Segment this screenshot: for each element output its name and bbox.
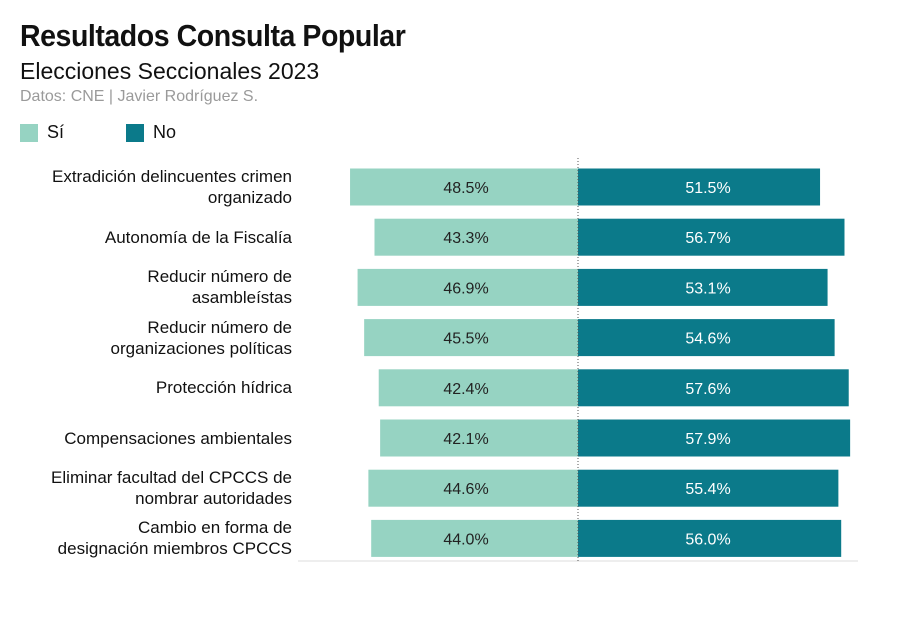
legend-item-no: No <box>126 122 176 143</box>
data-label-si: 42.4% <box>443 381 488 398</box>
data-label-si: 44.6% <box>443 481 488 498</box>
category-label: Reducir número de asambleístas <box>147 267 292 308</box>
data-label-si: 43.3% <box>443 230 488 247</box>
chart-source: Datos: CNE | Javier Rodríguez S. <box>20 88 259 105</box>
bar-si <box>378 369 578 407</box>
category-label: Protección hídrica <box>155 378 292 398</box>
legend-label-si: Sí <box>47 122 65 142</box>
bar-no <box>578 319 835 357</box>
bar-no <box>578 168 821 206</box>
data-label-si: 42.1% <box>443 431 488 448</box>
bar-no <box>578 218 845 256</box>
bar-no <box>578 419 851 457</box>
data-label-no: 57.9% <box>685 431 730 448</box>
bar-si <box>380 419 578 457</box>
data-label-no: 56.0% <box>685 531 730 548</box>
bar-si <box>368 469 578 507</box>
chart-title: Resultados Consulta Popular <box>20 18 406 53</box>
bar-si <box>357 268 578 306</box>
legend: Sí No <box>20 122 238 143</box>
chart-subtitle: Elecciones Seccionales 2023 <box>20 58 320 84</box>
bar-no <box>578 469 839 507</box>
bar-si <box>371 519 578 557</box>
bar-no <box>578 519 842 557</box>
legend-label-no: No <box>153 122 177 142</box>
data-label-no: 55.4% <box>685 481 730 498</box>
data-label-si: 46.9% <box>443 280 488 297</box>
data-label-si: 45.5% <box>443 331 488 348</box>
data-label-si: 48.5% <box>443 180 488 197</box>
bar-si <box>364 319 578 357</box>
data-label-no: 57.6% <box>685 381 730 398</box>
legend-swatch-no <box>126 123 145 142</box>
category-label: Cambio en forma de designación miembros C… <box>57 518 292 559</box>
category-label: Compensaciones ambientales <box>64 428 292 448</box>
category-label: Eliminar facultad del CPCCS de nombrar au… <box>51 468 292 509</box>
bar-no <box>578 369 849 407</box>
data-label-no: 56.7% <box>685 230 730 247</box>
data-label-no: 54.6% <box>685 331 730 348</box>
category-label: Extradición delincuentes crimen organizad… <box>51 167 292 207</box>
data-label-si: 44.0% <box>443 531 488 548</box>
legend-item-si: Sí <box>20 122 64 143</box>
data-label-no: 51.5% <box>685 180 730 197</box>
data-label-no: 53.1% <box>685 280 730 297</box>
bar-si <box>374 218 578 256</box>
category-label: Autonomía de la Fiscalía <box>104 227 292 247</box>
bar-si <box>350 168 578 206</box>
bar-no <box>578 268 828 306</box>
category-label: Reducir número de organizaciones política… <box>110 317 292 358</box>
legend-swatch-si <box>20 123 38 142</box>
